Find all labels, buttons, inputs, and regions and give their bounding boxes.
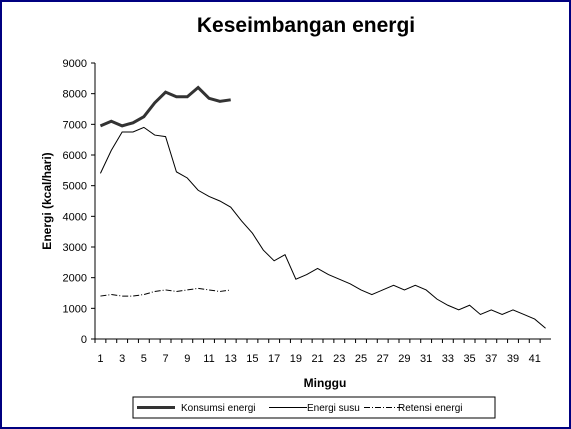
x-tick-label: 21: [311, 353, 323, 365]
x-tick-label: 37: [485, 353, 497, 365]
chart-title: Keseimbangan energi: [197, 14, 415, 37]
y-tick-label: 4000: [63, 211, 87, 223]
y-tick-label: 6000: [63, 150, 87, 162]
x-tick-label: 1: [97, 353, 103, 365]
legend-label-0: Konsumsi energi: [181, 403, 255, 414]
y-tick-label: 5000: [63, 181, 87, 193]
x-tick-label: 23: [333, 353, 345, 365]
x-tick-label: 33: [442, 353, 454, 365]
legend-label-2: Retensi energi: [398, 403, 462, 414]
x-tick-label: 3: [119, 353, 125, 365]
legend-box: [132, 396, 496, 419]
x-tick-label: 29: [398, 353, 410, 365]
x-tick-label: 5: [141, 353, 147, 365]
y-tick-label: 9000: [63, 58, 87, 70]
x-axis-label: Minggu: [304, 376, 347, 390]
x-tick-label: 15: [246, 353, 258, 365]
x-tick-label: 35: [463, 353, 475, 365]
x-tick-label: 25: [355, 353, 367, 365]
y-tick-label: 7000: [63, 119, 87, 131]
y-tick-label: 1000: [63, 303, 87, 315]
series-line-2: [100, 287, 231, 297]
x-axis-ticks: 1 3 5 7 9 11 13 15 17 19 21 23 25 27 29 31 33 35 37 39 41: [94, 339, 541, 365]
y-tick-label: 3000: [63, 242, 87, 254]
x-tick-label: 7: [163, 353, 169, 365]
x-tick-label: 13: [225, 353, 237, 365]
x-tick-label: 39: [507, 353, 519, 365]
legend: Konsumsi energi Energi susu Retensi energi: [132, 396, 496, 419]
legend-label-1: Energi susu: [307, 403, 360, 414]
y-tick-label: 8000: [63, 89, 87, 101]
x-tick-label: 11: [203, 353, 214, 365]
x-tick-label: 41: [529, 353, 541, 365]
x-tick-label: 17: [268, 353, 280, 365]
y-tick-label: 0: [81, 334, 87, 346]
series-lines: [99, 85, 546, 329]
y-axis-label: Energi (kcal/hari): [40, 152, 54, 249]
x-tick-label: 31: [420, 353, 432, 365]
x-tick-label: 9: [184, 353, 190, 365]
x-tick-label: 27: [377, 353, 389, 365]
series-line-0: [99, 85, 231, 128]
y-axis-ticks: 0 1000 2000 3000 4000 5000 6000 7000 8000 9000: [63, 58, 95, 346]
y-tick-label: 2000: [63, 273, 87, 285]
series-line-1: [99, 126, 546, 329]
axes: [94, 63, 551, 340]
x-tick-label: 19: [290, 353, 302, 365]
